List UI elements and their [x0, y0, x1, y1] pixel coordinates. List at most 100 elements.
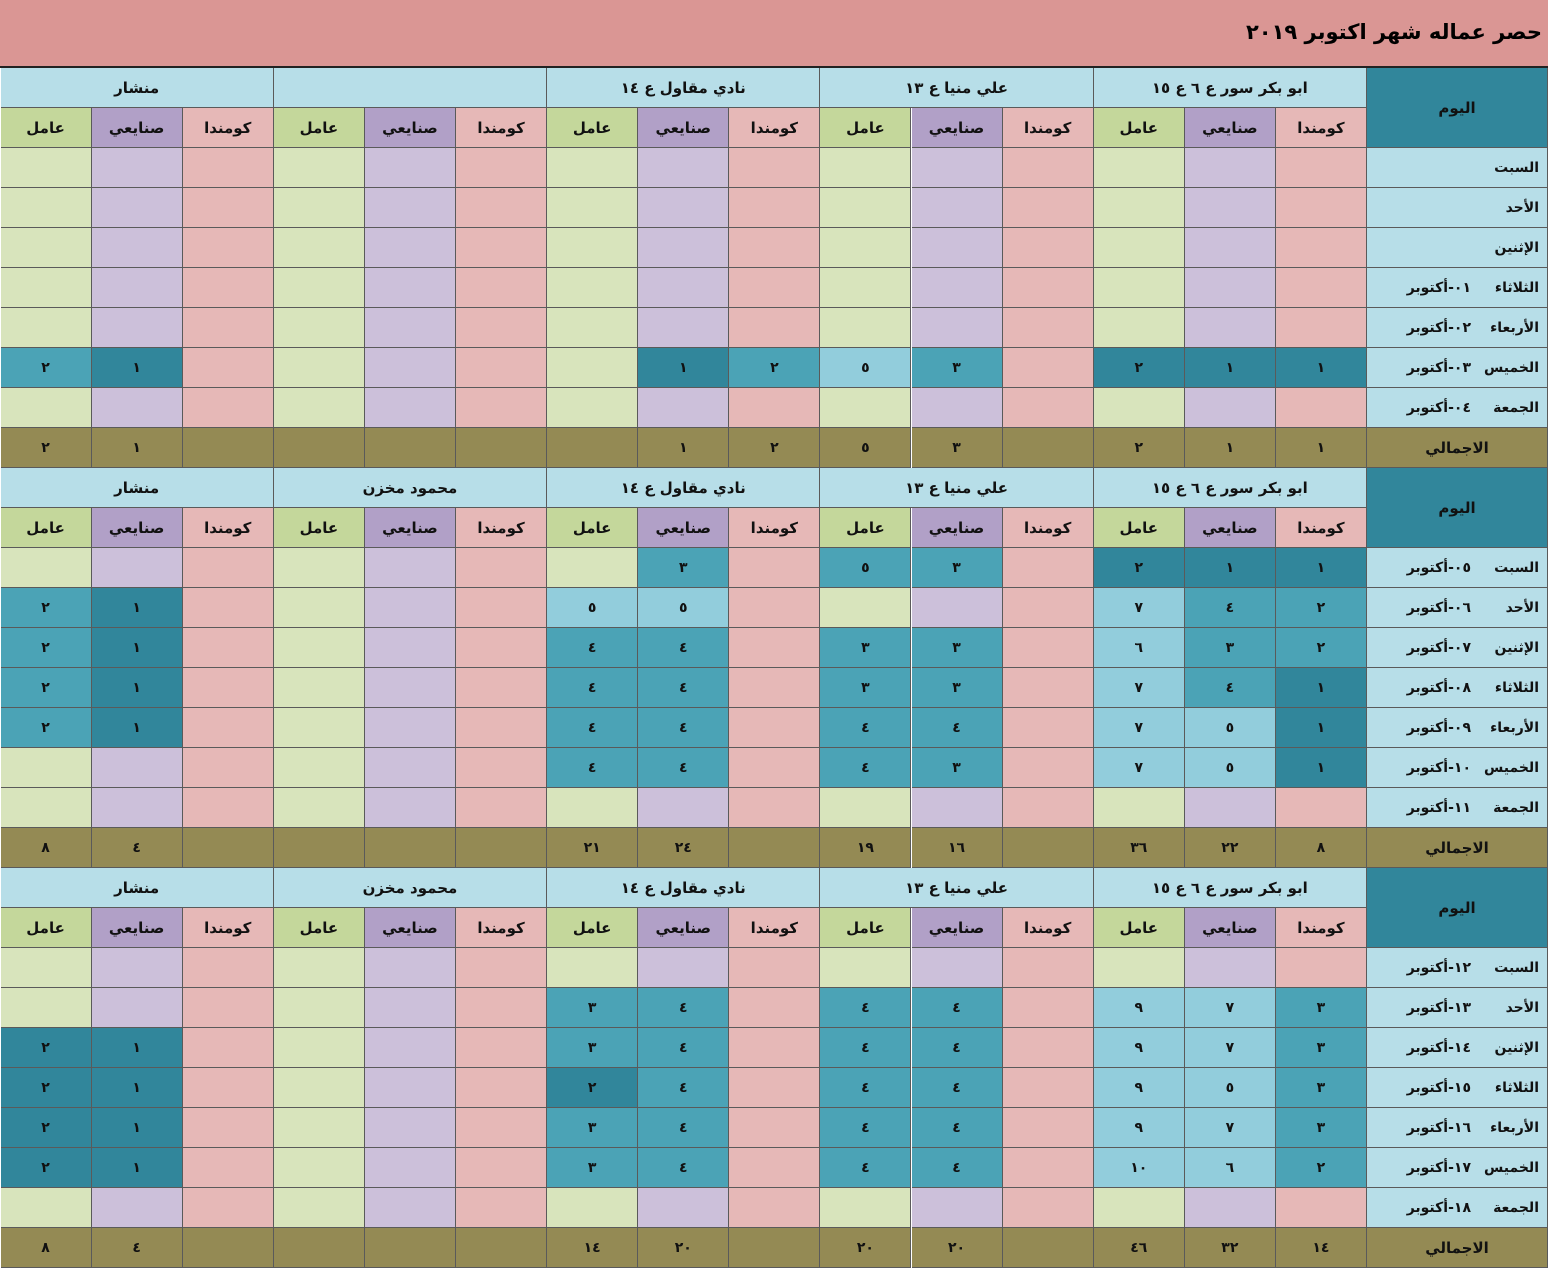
- count-cell[interactable]: [182, 188, 274, 228]
- count-cell[interactable]: [1093, 948, 1185, 988]
- count-cell[interactable]: [364, 268, 456, 308]
- count-cell[interactable]: ٦: [1093, 628, 1185, 668]
- count-cell[interactable]: [547, 788, 639, 828]
- count-cell[interactable]: [638, 188, 730, 228]
- count-cell[interactable]: ١: [91, 668, 183, 708]
- count-cell[interactable]: ٣: [1275, 1068, 1367, 1108]
- count-cell[interactable]: ١: [91, 708, 183, 748]
- count-cell[interactable]: [1002, 1068, 1094, 1108]
- count-cell[interactable]: ٧: [1184, 1108, 1276, 1148]
- count-cell[interactable]: [182, 788, 274, 828]
- count-cell[interactable]: [273, 708, 365, 748]
- count-cell[interactable]: ٢: [0, 1068, 92, 1108]
- count-cell[interactable]: ٥: [820, 548, 912, 588]
- count-cell[interactable]: [456, 788, 548, 828]
- count-cell[interactable]: [729, 388, 821, 428]
- count-cell[interactable]: [638, 148, 730, 188]
- count-cell[interactable]: ٣: [547, 1028, 639, 1068]
- count-cell[interactable]: [182, 1108, 274, 1148]
- count-cell[interactable]: [456, 988, 548, 1028]
- count-cell[interactable]: [456, 148, 548, 188]
- count-cell[interactable]: ٤: [820, 1068, 912, 1108]
- count-cell[interactable]: [364, 1108, 456, 1148]
- count-cell[interactable]: ٤: [638, 748, 730, 788]
- count-cell[interactable]: [729, 588, 821, 628]
- count-cell[interactable]: ٣: [1275, 1028, 1367, 1068]
- count-cell[interactable]: ٤: [911, 708, 1003, 748]
- count-cell[interactable]: ٣: [547, 988, 639, 1028]
- count-cell[interactable]: ١: [1184, 348, 1276, 388]
- count-cell[interactable]: [1002, 548, 1094, 588]
- count-cell[interactable]: ٩: [1093, 1028, 1185, 1068]
- count-cell[interactable]: [1275, 788, 1367, 828]
- count-cell[interactable]: [91, 748, 183, 788]
- count-cell[interactable]: ٢: [0, 1148, 92, 1188]
- count-cell[interactable]: [456, 228, 548, 268]
- count-cell[interactable]: [729, 988, 821, 1028]
- count-cell[interactable]: [0, 188, 92, 228]
- count-cell[interactable]: [364, 548, 456, 588]
- count-cell[interactable]: [91, 188, 183, 228]
- count-cell[interactable]: [729, 948, 821, 988]
- count-cell[interactable]: [1002, 148, 1094, 188]
- count-cell[interactable]: ١: [1275, 708, 1367, 748]
- count-cell[interactable]: [729, 1108, 821, 1148]
- count-cell[interactable]: [182, 748, 274, 788]
- count-cell[interactable]: [638, 268, 730, 308]
- count-cell[interactable]: ٤: [911, 1148, 1003, 1188]
- count-cell[interactable]: [820, 948, 912, 988]
- count-cell[interactable]: ٧: [1093, 708, 1185, 748]
- count-cell[interactable]: [456, 628, 548, 668]
- count-cell[interactable]: ٤: [911, 1068, 1003, 1108]
- count-cell[interactable]: ٤: [638, 628, 730, 668]
- count-cell[interactable]: [729, 628, 821, 668]
- count-cell[interactable]: ١: [1275, 748, 1367, 788]
- count-cell[interactable]: ٢: [547, 1068, 639, 1108]
- count-cell[interactable]: ٤: [820, 708, 912, 748]
- count-cell[interactable]: [0, 148, 92, 188]
- count-cell[interactable]: [456, 1028, 548, 1068]
- count-cell[interactable]: ٢: [729, 348, 821, 388]
- count-cell[interactable]: ٤: [820, 988, 912, 1028]
- count-cell[interactable]: [1002, 748, 1094, 788]
- count-cell[interactable]: ٢: [0, 1108, 92, 1148]
- count-cell[interactable]: ٥: [638, 588, 730, 628]
- count-cell[interactable]: [273, 228, 365, 268]
- count-cell[interactable]: [638, 228, 730, 268]
- count-cell[interactable]: [1002, 668, 1094, 708]
- count-cell[interactable]: [273, 1028, 365, 1068]
- count-cell[interactable]: ٥: [547, 588, 639, 628]
- count-cell[interactable]: [638, 788, 730, 828]
- count-cell[interactable]: [911, 588, 1003, 628]
- count-cell[interactable]: ١: [91, 1108, 183, 1148]
- count-cell[interactable]: [364, 628, 456, 668]
- count-cell[interactable]: ٤: [547, 748, 639, 788]
- count-cell[interactable]: [547, 548, 639, 588]
- count-cell[interactable]: [182, 268, 274, 308]
- count-cell[interactable]: [273, 788, 365, 828]
- count-cell[interactable]: [729, 228, 821, 268]
- count-cell[interactable]: [1002, 628, 1094, 668]
- count-cell[interactable]: [273, 988, 365, 1028]
- count-cell[interactable]: [1184, 788, 1276, 828]
- count-cell[interactable]: [91, 948, 183, 988]
- count-cell[interactable]: [911, 388, 1003, 428]
- count-cell[interactable]: ٢: [0, 628, 92, 668]
- count-cell[interactable]: [182, 1028, 274, 1068]
- count-cell[interactable]: [273, 1188, 365, 1228]
- count-cell[interactable]: [0, 988, 92, 1028]
- count-cell[interactable]: [729, 1028, 821, 1068]
- count-cell[interactable]: [456, 708, 548, 748]
- count-cell[interactable]: [820, 268, 912, 308]
- count-cell[interactable]: [547, 948, 639, 988]
- count-cell[interactable]: [364, 748, 456, 788]
- count-cell[interactable]: ٩: [1093, 988, 1185, 1028]
- count-cell[interactable]: ٣: [1184, 628, 1276, 668]
- count-cell[interactable]: [91, 228, 183, 268]
- count-cell[interactable]: [547, 148, 639, 188]
- count-cell[interactable]: [547, 308, 639, 348]
- count-cell[interactable]: ٣: [911, 628, 1003, 668]
- count-cell[interactable]: ٩: [1093, 1108, 1185, 1148]
- count-cell[interactable]: [1275, 308, 1367, 348]
- count-cell[interactable]: ٢: [0, 1028, 92, 1068]
